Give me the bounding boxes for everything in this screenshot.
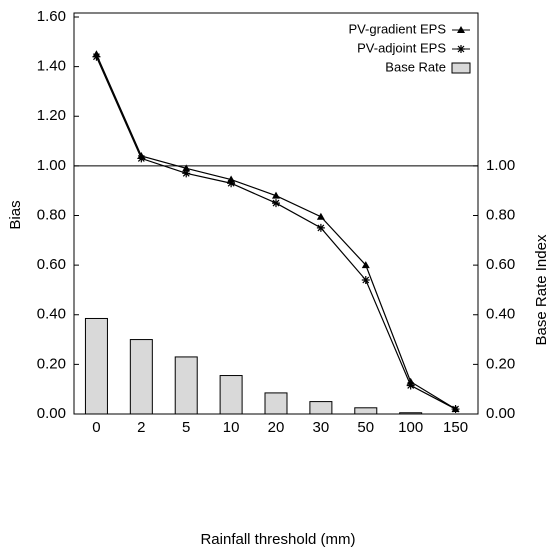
marker-star <box>92 52 101 61</box>
y-tick-label: 1.60 <box>37 8 66 25</box>
bar <box>309 401 333 415</box>
y-axis-title: Bias <box>7 200 24 229</box>
y-tick-label: 1.00 <box>37 157 66 174</box>
marker-triangle <box>457 26 465 33</box>
marker-star <box>451 405 460 414</box>
x-tick-label: 20 <box>268 419 285 436</box>
x-tick-label: 150 <box>443 419 468 436</box>
x-tick-label: 50 <box>357 419 374 436</box>
y-tick-label: 0.80 <box>37 206 66 223</box>
marker-star <box>457 45 465 53</box>
x-tick-label: 2 <box>137 419 145 436</box>
y2-tick-label: 0.60 <box>486 256 515 273</box>
marker-triangle <box>361 261 370 269</box>
bar <box>129 339 153 415</box>
y-tick-label: 0.60 <box>37 256 66 273</box>
marker-star <box>272 199 280 208</box>
x-tick-label: 10 <box>223 419 240 436</box>
y-tick-label: 1.20 <box>37 107 66 124</box>
y2-tick-label: 0.40 <box>486 306 515 323</box>
bar <box>399 412 423 415</box>
y2-tick-label: 0.80 <box>486 206 515 223</box>
marker-star <box>227 179 236 188</box>
marker-star <box>361 276 370 285</box>
legend-label: Base Rate <box>385 59 446 74</box>
bar <box>84 317 108 415</box>
x-axis-title: Rainfall threshold (mm) <box>200 531 355 548</box>
x-tick-label: 30 <box>313 419 330 436</box>
y-tick-label: 0.20 <box>37 355 66 372</box>
x-tick-label: 0 <box>92 419 100 436</box>
y2-axis-title: Base Rate Index <box>533 234 550 345</box>
y2-tick-label: 1.00 <box>486 157 515 174</box>
bar <box>354 407 378 415</box>
marker-star <box>182 169 191 178</box>
marker-triangle <box>272 191 280 199</box>
y2-tick-label: 0.00 <box>486 405 515 422</box>
marker-triangle <box>182 164 191 172</box>
marker-triangle <box>316 212 325 220</box>
bar <box>219 375 243 415</box>
legend-label: PV-adjoint EPS <box>357 40 446 55</box>
marker-star <box>137 154 146 163</box>
y2-tick-label: 0.20 <box>486 355 515 372</box>
x-tick-label: 5 <box>182 419 190 436</box>
legend-swatch <box>451 62 471 74</box>
marker-star <box>316 223 325 232</box>
y-tick-label: 0.40 <box>37 306 66 323</box>
bar <box>264 392 288 415</box>
x-tick-label: 100 <box>398 419 423 436</box>
marker-star <box>406 381 415 390</box>
y-tick-label: 1.40 <box>37 58 66 75</box>
bar <box>174 356 198 415</box>
y-tick-label: 0.00 <box>37 405 66 422</box>
legend-label: PV-gradient EPS <box>348 21 446 36</box>
